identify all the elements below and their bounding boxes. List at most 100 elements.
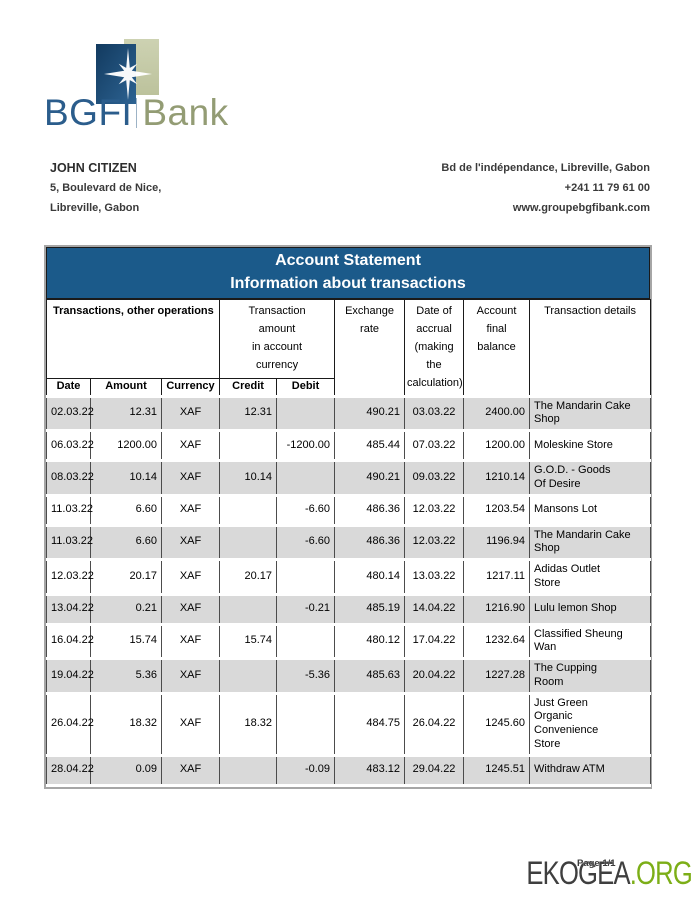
cell-details: Adidas Outlet Store <box>529 558 652 594</box>
cell-credit <box>219 429 278 461</box>
bank-wordmark: BGFI Bank <box>44 92 229 134</box>
cell-currency: XAF <box>160 622 221 659</box>
cell-date: 28.04.22 <box>46 753 94 787</box>
cell-currency: XAF <box>160 523 221 560</box>
cell-accrual-date: 20.04.22 <box>404 657 465 693</box>
table-row: 06.03.22 1200.00 XAF -1200.00 485.44 07.03.22… <box>46 429 652 461</box>
watermark-green-part: .ORG <box>629 855 693 891</box>
cell-amount: 6.60 <box>90 493 162 525</box>
header-amount-group: Transaction amount in account currency <box>219 299 336 379</box>
cell-balance: 1210.14 <box>463 459 531 495</box>
cell-currency: XAF <box>160 592 221 624</box>
cell-balance: 1232.64 <box>463 622 531 659</box>
cell-date: 08.03.22 <box>46 459 94 495</box>
cell-amount: 0.21 <box>90 592 162 624</box>
statement-title: Account Statement Information about tran… <box>46 247 650 300</box>
cell-debit <box>276 394 336 431</box>
cell-amount: 18.32 <box>90 691 162 755</box>
cell-details: The Mandarin Cake Shop <box>529 394 652 431</box>
cell-accrual-date: 12.03.22 <box>404 493 465 525</box>
cell-currency: XAF <box>160 691 221 755</box>
table-row: 08.03.22 10.14 XAF 10.14 490.21 09.03.22 1210.… <box>46 459 652 495</box>
cell-debit: -0.09 <box>276 753 336 787</box>
cell-date: 06.03.22 <box>46 429 94 461</box>
table-row: 12.03.22 20.17 XAF 20.17 480.14 13.03.22 1217.… <box>46 558 652 594</box>
header-final-balance: Account final balance <box>463 299 531 397</box>
cell-date: 16.04.22 <box>46 622 94 659</box>
cell-credit: 10.14 <box>219 459 278 495</box>
cell-accrual-date: 03.03.22 <box>404 394 465 431</box>
bank-name-secondary: Bank <box>142 92 229 133</box>
cell-exchange-rate: 485.19 <box>334 592 406 624</box>
cell-debit: -6.60 <box>276 523 336 560</box>
table-row: 02.03.22 12.31 XAF 12.31 490.21 03.03.22 2400.… <box>46 394 652 431</box>
cell-exchange-rate: 490.21 <box>334 394 406 431</box>
cell-debit <box>276 691 336 755</box>
cell-currency: XAF <box>160 429 221 461</box>
cell-accrual-date: 12.03.22 <box>404 523 465 560</box>
customer-address-block: JOHN CITIZEN 5, Boulevard de Nice, Libre… <box>50 158 161 218</box>
cell-debit: -1200.00 <box>276 429 336 461</box>
statement-table-container: Account Statement Information about tran… <box>44 245 652 789</box>
customer-name: JOHN CITIZEN <box>50 161 137 175</box>
cell-details: The Mandarin Cake Shop <box>529 523 652 560</box>
header-date: Date <box>46 377 91 397</box>
cell-amount: 15.74 <box>90 622 162 659</box>
cell-date: 19.04.22 <box>46 657 94 693</box>
cell-accrual-date: 13.03.22 <box>404 558 465 594</box>
header-transaction-details: Transaction details <box>529 299 652 397</box>
page-number: Page 1/1 <box>577 858 616 869</box>
cell-balance: 1227.28 <box>463 657 531 693</box>
cell-credit: 12.31 <box>219 394 278 431</box>
cell-details: Mansons Lot <box>529 493 652 525</box>
cell-exchange-rate: 483.12 <box>334 753 406 787</box>
cell-currency: XAF <box>160 394 221 431</box>
logo-star-icon <box>96 39 159 104</box>
cell-date: 02.03.22 <box>46 394 94 431</box>
cell-credit: 20.17 <box>219 558 278 594</box>
bank-contact-block: Bd de l'indépendance, Libreville, Gabon … <box>441 158 650 218</box>
cell-balance: 2400.00 <box>463 394 531 431</box>
table-row: 19.04.22 5.36 XAF -5.36 485.63 20.04.22 1227.2… <box>46 657 652 693</box>
cell-exchange-rate: 485.63 <box>334 657 406 693</box>
transactions-table: Transactions, other operations Transacti… <box>45 299 652 787</box>
cell-balance: 1217.11 <box>463 558 531 594</box>
cell-accrual-date: 29.04.22 <box>404 753 465 787</box>
cell-exchange-rate: 486.36 <box>334 493 406 525</box>
transactions-body: 02.03.22 12.31 XAF 12.31 490.21 03.03.22 2400.… <box>46 394 652 787</box>
cell-amount: 0.09 <box>90 753 162 787</box>
cell-credit <box>219 592 278 624</box>
header-currency: Currency <box>160 377 221 397</box>
cell-currency: XAF <box>160 657 221 693</box>
header-accrual-date: Date of accrual (making the calculation) <box>404 299 465 397</box>
cell-date: 11.03.22 <box>46 523 93 560</box>
cell-details: G.O.D. - Goods Of Desire <box>529 459 652 495</box>
cell-credit: 18.32 <box>219 691 278 755</box>
statement-title-line2: Information about transactions <box>230 274 466 292</box>
cell-details: Just Green Organic Convenience Store <box>529 691 652 755</box>
cell-credit <box>219 493 278 525</box>
bank-name-primary: BGFI <box>44 92 133 133</box>
cell-date: 11.03.22 <box>46 493 93 525</box>
cell-details: Lulu lemon Shop <box>529 592 652 624</box>
cell-currency: XAF <box>160 558 221 594</box>
address-section: JOHN CITIZEN 5, Boulevard de Nice, Libre… <box>50 158 650 218</box>
cell-debit: -0.21 <box>276 592 336 624</box>
cell-amount: 1200.00 <box>90 429 162 461</box>
cell-debit <box>276 558 336 594</box>
cell-credit <box>219 523 278 560</box>
cell-balance: 1245.51 <box>463 753 531 787</box>
cell-accrual-date: 07.03.22 <box>404 429 465 461</box>
cell-currency: XAF <box>160 459 221 495</box>
table-row: 28.04.22 0.09 XAF -0.09 483.12 29.04.22 1245.5… <box>46 753 652 787</box>
bank-phone: +241 11 79 61 00 <box>564 182 650 194</box>
header-credit: Credit <box>219 377 278 397</box>
bank-website: www.groupebgfibank.com <box>512 202 650 214</box>
cell-credit <box>219 753 278 787</box>
cell-credit: 15.74 <box>219 622 278 659</box>
cell-balance: 1196.94 <box>463 523 531 560</box>
cell-amount: 12.31 <box>90 394 162 431</box>
cell-exchange-rate: 490.21 <box>334 459 406 495</box>
cell-accrual-date: 17.04.22 <box>404 622 465 659</box>
cell-exchange-rate: 480.12 <box>334 622 406 659</box>
